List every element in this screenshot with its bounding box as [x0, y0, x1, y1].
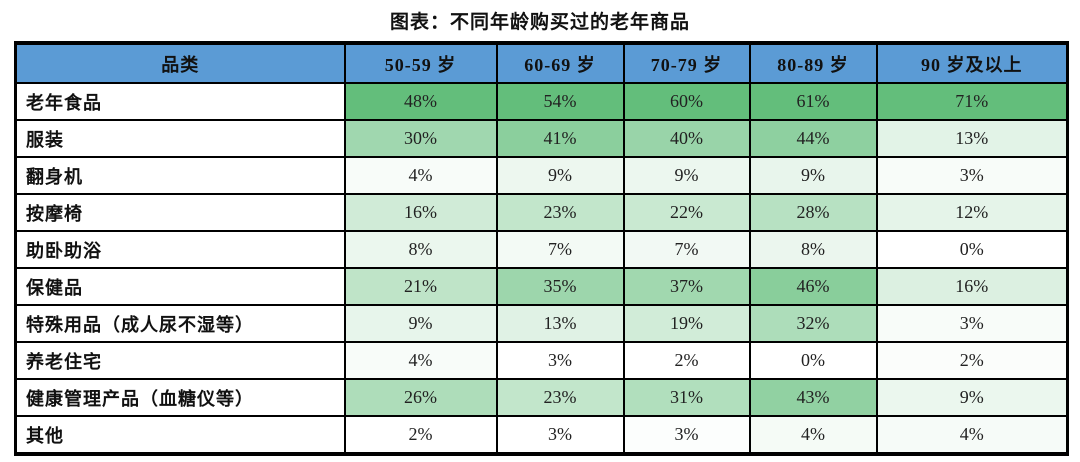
value-cell: 8% — [343, 230, 498, 269]
value-cell: 4% — [343, 341, 498, 380]
value-cell: 0% — [748, 341, 878, 380]
value-cell: 30% — [343, 119, 498, 158]
page-title: 图表：不同年龄购买过的老年商品 — [389, 12, 690, 33]
category-cell: 健康管理产品（血糖仪等） — [14, 378, 346, 417]
header-row: 品类 50-59 岁 60-69 岁 70-79 岁 80-89 岁 90 岁及以上 — [14, 42, 1069, 84]
table-row: 特殊用品（成人尿不湿等） 9% 13% 19% 32% 3% — [14, 304, 1069, 343]
value-cell: 9% — [875, 378, 1069, 417]
value-cell: 35% — [495, 267, 625, 306]
header-cell-0: 品类 — [14, 42, 346, 84]
value-cell: 4% — [343, 156, 498, 195]
category-cell: 翻身机 — [14, 156, 346, 195]
value-cell: 8% — [748, 230, 878, 269]
value-cell: 26% — [343, 378, 498, 417]
value-cell: 32% — [748, 304, 878, 343]
header-cell-3: 70-79 岁 — [622, 42, 751, 84]
value-cell: 2% — [875, 341, 1069, 380]
table-row: 保健品 21% 35% 37% 46% 16% — [14, 267, 1069, 306]
value-cell: 31% — [622, 378, 751, 417]
value-cell: 13% — [875, 119, 1069, 158]
value-cell: 2% — [343, 415, 498, 455]
table-row: 助卧助浴 8% 7% 7% 8% 0% — [14, 230, 1069, 269]
value-cell: 9% — [622, 156, 751, 195]
header-cell-1: 50-59 岁 — [343, 42, 498, 84]
value-cell: 3% — [875, 156, 1069, 195]
table-body: 老年食品 48% 54% 60% 61% 71% 服装 30% 41% 40% 44% 13% 翻身机 4… — [14, 82, 1069, 455]
category-cell: 老年食品 — [14, 82, 346, 121]
category-cell: 服装 — [14, 119, 346, 158]
value-cell: 44% — [748, 119, 878, 158]
value-cell: 16% — [343, 193, 498, 232]
value-cell: 22% — [622, 193, 751, 232]
value-cell: 61% — [748, 82, 878, 121]
category-cell: 按摩椅 — [14, 193, 346, 232]
value-cell: 7% — [622, 230, 751, 269]
table-row: 按摩椅 16% 23% 22% 28% 12% — [14, 193, 1069, 232]
table-row: 养老住宅 4% 3% 2% 0% 2% — [14, 341, 1069, 380]
header-cell-2: 60-69 岁 — [495, 42, 625, 84]
table-row: 其他 2% 3% 3% 4% 4% — [14, 415, 1069, 455]
table-row: 老年食品 48% 54% 60% 61% 71% — [14, 82, 1069, 121]
value-cell: 7% — [495, 230, 625, 269]
category-cell: 养老住宅 — [14, 341, 346, 380]
value-cell: 71% — [875, 82, 1069, 121]
value-cell: 43% — [748, 378, 878, 417]
value-cell: 0% — [875, 230, 1069, 269]
value-cell: 60% — [622, 82, 751, 121]
header-cell-4: 80-89 岁 — [748, 42, 878, 84]
category-cell: 助卧助浴 — [14, 230, 346, 269]
value-cell: 46% — [748, 267, 878, 306]
category-cell: 保健品 — [14, 267, 346, 306]
value-cell: 23% — [495, 378, 625, 417]
table-row: 翻身机 4% 9% 9% 9% 3% — [14, 156, 1069, 195]
value-cell: 3% — [622, 415, 751, 455]
value-cell: 9% — [748, 156, 878, 195]
value-cell: 23% — [495, 193, 625, 232]
value-cell: 4% — [875, 415, 1069, 455]
value-cell: 3% — [495, 415, 625, 455]
value-cell: 12% — [875, 193, 1069, 232]
value-cell: 3% — [875, 304, 1069, 343]
category-cell: 特殊用品（成人尿不湿等） — [14, 304, 346, 343]
value-cell: 4% — [748, 415, 878, 455]
value-cell: 37% — [622, 267, 751, 306]
value-cell: 3% — [495, 341, 625, 380]
value-cell: 48% — [343, 82, 498, 121]
value-cell: 28% — [748, 193, 878, 232]
value-cell: 19% — [622, 304, 751, 343]
category-cell: 其他 — [14, 415, 346, 455]
value-cell: 54% — [495, 82, 625, 121]
value-cell: 2% — [622, 341, 751, 380]
value-cell: 9% — [495, 156, 625, 195]
value-cell: 41% — [495, 119, 625, 158]
header-cell-5: 90 岁及以上 — [875, 42, 1069, 84]
table-row: 服装 30% 41% 40% 44% 13% — [14, 119, 1069, 158]
value-cell: 40% — [622, 119, 751, 158]
table-row: 健康管理产品（血糖仪等） 26% 23% 31% 43% 9% — [14, 378, 1069, 417]
value-cell: 16% — [875, 267, 1069, 306]
age-products-table: 品类 50-59 岁 60-69 岁 70-79 岁 80-89 岁 90 岁及以上 老年… — [14, 41, 1069, 456]
value-cell: 21% — [343, 267, 498, 306]
value-cell: 9% — [343, 304, 498, 343]
value-cell: 13% — [495, 304, 625, 343]
